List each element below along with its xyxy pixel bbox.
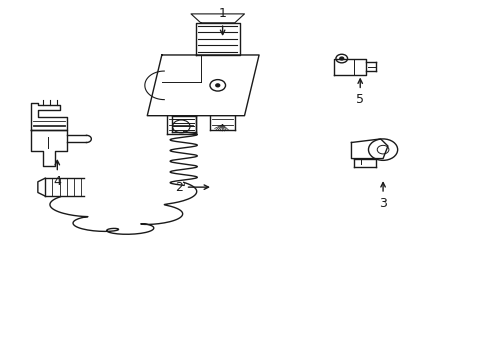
Text: 4: 4	[53, 161, 61, 188]
Text: 2: 2	[175, 181, 208, 194]
Circle shape	[215, 84, 219, 87]
Text: 1: 1	[218, 8, 226, 35]
Circle shape	[339, 57, 343, 60]
Text: 5: 5	[355, 79, 364, 106]
Text: 3: 3	[378, 183, 386, 210]
